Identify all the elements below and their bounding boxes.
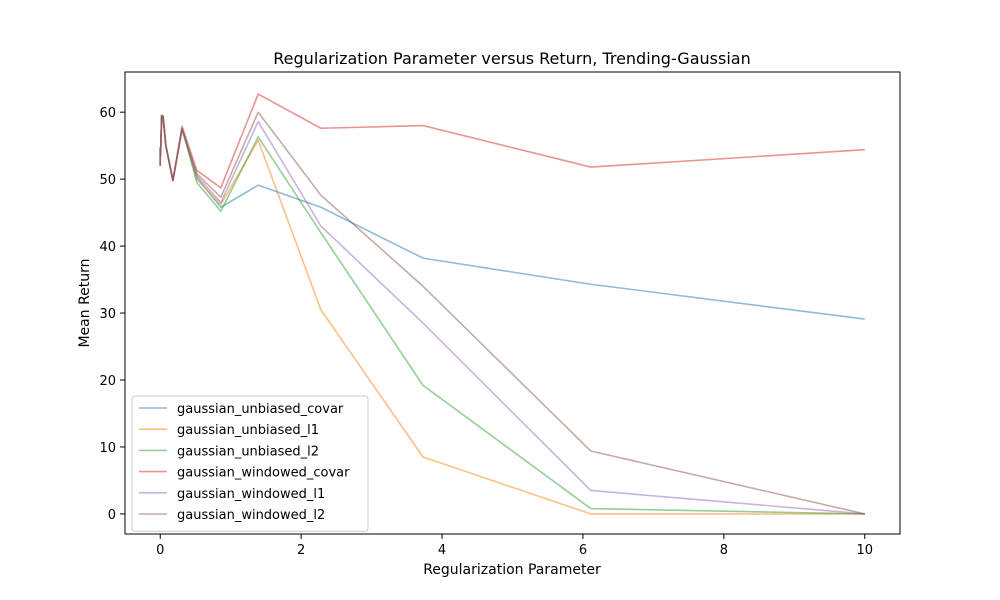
plot-area-frame: [124, 71, 901, 535]
y-tick-label: 0: [108, 508, 116, 523]
legend-label: gaussian_unbiased_l2: [177, 444, 319, 459]
y-tick-label: 20: [99, 374, 116, 389]
x-tick-label: 8: [720, 543, 728, 558]
legend-label: gaussian_windowed_covar: [177, 466, 350, 481]
y-axis-ticks: 0 10 20 30 40 50 60: [99, 106, 125, 523]
y-tick-label: 60: [99, 106, 116, 121]
x-axis-label: Regularization Parameter: [423, 562, 601, 578]
y-tick-label: 40: [99, 240, 116, 255]
legend: gaussian_unbiased_covar gaussian_unbiased…: [131, 395, 369, 532]
legend-label: gaussian_windowed_l1: [177, 487, 325, 502]
legend-label: gaussian_windowed_l2: [177, 508, 325, 523]
x-tick-label: 4: [438, 543, 446, 558]
x-axis-ticks: 0 2 4 6 8 10: [156, 534, 873, 558]
y-tick-label: 10: [99, 441, 116, 456]
legend-label: gaussian_unbiased_covar: [177, 402, 344, 417]
x-tick-label: 2: [297, 543, 305, 558]
y-axis-label: Mean Return: [77, 258, 93, 347]
y-tick-label: 50: [99, 173, 116, 188]
legend-box: [131, 395, 369, 532]
chart-title: Regularization Parameter versus Return, …: [273, 49, 750, 68]
series-lines: [159, 93, 865, 515]
series-line-gaussian_windowed_l2: [159, 111, 865, 515]
x-tick-label: 10: [856, 543, 873, 558]
legend-label: gaussian_unbiased_l1: [177, 423, 319, 438]
x-tick-label: 6: [579, 543, 587, 558]
y-tick-label: 30: [99, 307, 116, 322]
x-tick-label: 0: [156, 543, 164, 558]
